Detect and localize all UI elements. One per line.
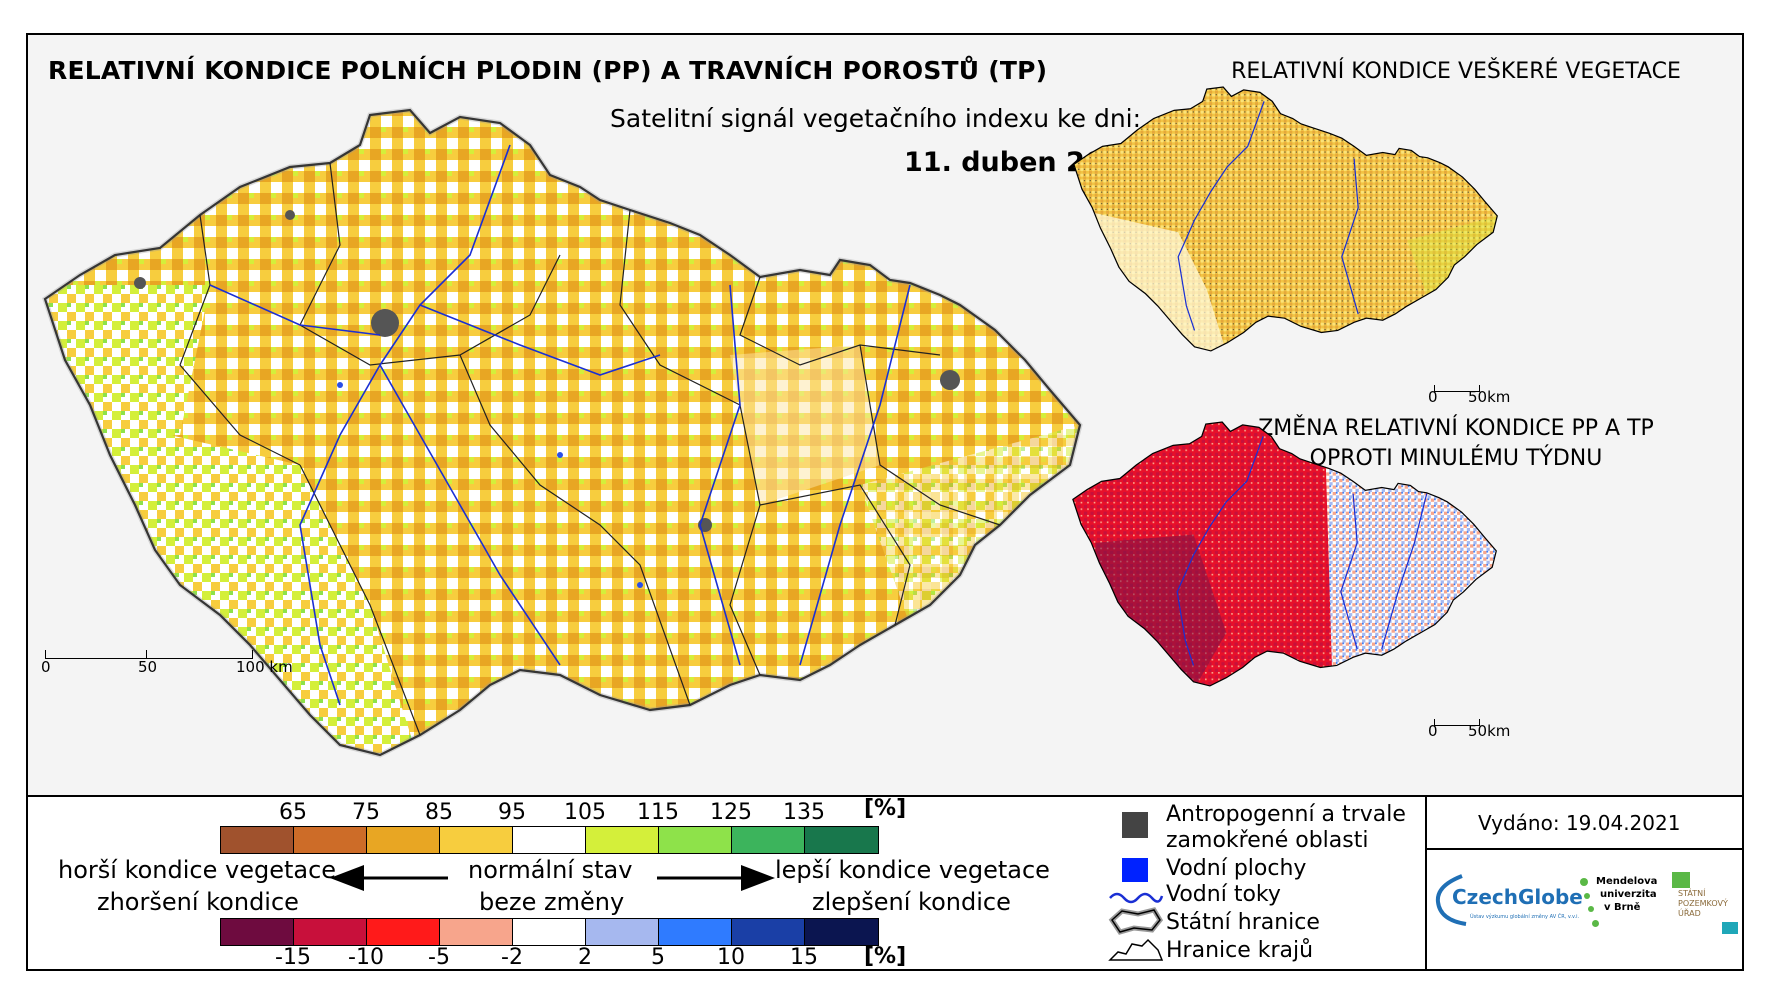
issued-date: Vydáno: 19.04.2021 bbox=[1478, 811, 1681, 835]
mendel-dot-icon-2 bbox=[1584, 893, 1590, 899]
river-icon bbox=[1109, 892, 1164, 904]
scale-label-100: 100 km bbox=[236, 658, 293, 676]
top-scale-label-50: 50km bbox=[1468, 388, 1511, 406]
center-line2: beze změny bbox=[479, 888, 625, 916]
condition-swatch-8 bbox=[805, 827, 878, 853]
center-line1: normální stav bbox=[468, 856, 633, 884]
right-bottom-title-line2: OPROTI MINULÉMU TÝDNU bbox=[1309, 446, 1603, 471]
condition-swatch-4 bbox=[513, 827, 586, 853]
condition-ticks: 65 75 85 95 105 115 125 135 bbox=[220, 800, 900, 826]
anthropogenic-label2: zamokřené oblasti bbox=[1166, 828, 1369, 853]
change-tick-4: 2 bbox=[578, 945, 592, 970]
mendel-line1: Mendelova bbox=[1596, 876, 1658, 887]
condition-tick-6: 125 bbox=[710, 800, 752, 825]
state-border-label: Státní hranice bbox=[1166, 910, 1320, 935]
change-swatch-0 bbox=[221, 919, 294, 945]
change-swatch-4 bbox=[513, 919, 586, 945]
change-ticks: -15 -10 -5 -2 2 5 10 15 bbox=[220, 945, 900, 971]
main-scale-bar bbox=[45, 650, 253, 659]
arrow-right-line2: zlepšení kondice bbox=[812, 888, 1011, 916]
mendel-dot-icon bbox=[1580, 878, 1588, 886]
condition-swatch-3 bbox=[440, 827, 513, 853]
change-unit: [%] bbox=[864, 944, 907, 969]
top-scale-label-0: 0 bbox=[1428, 388, 1438, 406]
change-tick-0: -15 bbox=[275, 945, 311, 970]
change-swatch-3 bbox=[440, 919, 513, 945]
rivers-label: Vodní toky bbox=[1166, 882, 1281, 907]
weekly-change-map bbox=[1072, 421, 1497, 687]
change-swatch-6 bbox=[659, 919, 732, 945]
condition-swatch-5 bbox=[586, 827, 659, 853]
change-tick-1: -10 bbox=[348, 945, 384, 970]
anthropogenic-swatch bbox=[1122, 812, 1148, 838]
condition-unit: [%] bbox=[864, 796, 907, 821]
scale-label-0: 0 bbox=[41, 658, 51, 676]
right-bottom-title-line1: ZMĚNA RELATIVNÍ KONDICE PP A TP bbox=[1258, 416, 1654, 441]
spu-logo-icon bbox=[1672, 872, 1690, 888]
condition-tick-4: 105 bbox=[564, 800, 606, 825]
change-tick-3: -2 bbox=[501, 945, 523, 970]
state-border-icon bbox=[1108, 907, 1164, 935]
legend-divider-h bbox=[1425, 848, 1744, 850]
main-condition-map bbox=[40, 105, 1180, 765]
right-arrow-icon bbox=[657, 865, 775, 891]
bottom-scale-label-0: 0 bbox=[1428, 722, 1438, 740]
arrow-left-line2: zhoršení kondice bbox=[97, 888, 299, 916]
anthropogenic-label: Antropogenní a trvale bbox=[1166, 802, 1406, 827]
czechglobe-logo-text: CzechGlobe bbox=[1452, 885, 1583, 909]
condition-tick-7: 135 bbox=[783, 800, 825, 825]
condition-tick-1: 75 bbox=[352, 800, 380, 825]
condition-tick-3: 95 bbox=[498, 800, 526, 825]
spu-line2: POZEMKOVÝ bbox=[1678, 899, 1728, 908]
czechglobe-sub: Ústav výzkumu globální změny AV ČR, v.v.… bbox=[1470, 914, 1580, 920]
condition-swatch-2 bbox=[367, 827, 440, 853]
arrow-left-line1: horší kondice vegetace bbox=[58, 856, 337, 884]
change-swatch-7 bbox=[732, 919, 805, 945]
water-bodies-swatch bbox=[1122, 858, 1148, 882]
czechglobe-swoosh-icon bbox=[1435, 874, 1467, 926]
subtitle: Satelitní signál vegetačního indexu ke d… bbox=[610, 104, 1142, 133]
change-tick-6: 10 bbox=[717, 945, 745, 970]
condition-swatch-6 bbox=[659, 827, 732, 853]
mendel-line2: univerzita bbox=[1600, 889, 1657, 900]
change-swatch-2 bbox=[367, 919, 440, 945]
spu-logo-icon-2 bbox=[1722, 922, 1738, 934]
main-scale-mid-tick bbox=[146, 650, 147, 658]
change-swatch-5 bbox=[586, 919, 659, 945]
change-color-bar bbox=[220, 918, 879, 946]
condition-swatch-0 bbox=[221, 827, 294, 853]
spu-line1: STÁTNÍ bbox=[1678, 889, 1706, 898]
legend-divider bbox=[1425, 795, 1427, 971]
change-tick-5: 5 bbox=[651, 945, 665, 970]
condition-tick-5: 115 bbox=[637, 800, 679, 825]
arrow-right-line1: lepší kondice vegetace bbox=[775, 856, 1050, 884]
condition-color-bar bbox=[220, 826, 879, 854]
condition-swatch-7 bbox=[732, 827, 805, 853]
bottom-scale-label-50: 50km bbox=[1468, 722, 1511, 740]
mendel-dot-icon-4 bbox=[1592, 920, 1599, 927]
condition-tick-2: 85 bbox=[425, 800, 453, 825]
left-arrow-icon bbox=[330, 865, 448, 891]
change-swatch-8 bbox=[805, 919, 878, 945]
change-swatch-1 bbox=[294, 919, 367, 945]
condition-swatch-1 bbox=[294, 827, 367, 853]
right-top-title: RELATIVNÍ KONDICE VEŠKERÉ VEGETACE bbox=[1231, 59, 1681, 84]
regional-border-label: Hranice krajů bbox=[1166, 938, 1314, 963]
scale-label-50: 50 bbox=[138, 658, 158, 676]
regional-border-icon bbox=[1108, 938, 1164, 961]
vegetation-condition-map bbox=[1073, 86, 1498, 352]
water-bodies-label: Vodní plochy bbox=[1166, 856, 1307, 881]
condition-tick-0: 65 bbox=[279, 800, 307, 825]
mendel-dot-icon-3 bbox=[1588, 906, 1594, 912]
main-title: RELATIVNÍ KONDICE POLNÍCH PLODIN (PP) A … bbox=[48, 56, 1048, 85]
bottom-small-scale-bar bbox=[1434, 719, 1480, 726]
top-small-scale-bar bbox=[1434, 385, 1480, 392]
change-tick-7: 15 bbox=[790, 945, 818, 970]
spu-line3: ÚŘAD bbox=[1678, 909, 1701, 918]
change-tick-2: -5 bbox=[428, 945, 450, 970]
mendel-line3: v Brně bbox=[1604, 902, 1641, 913]
